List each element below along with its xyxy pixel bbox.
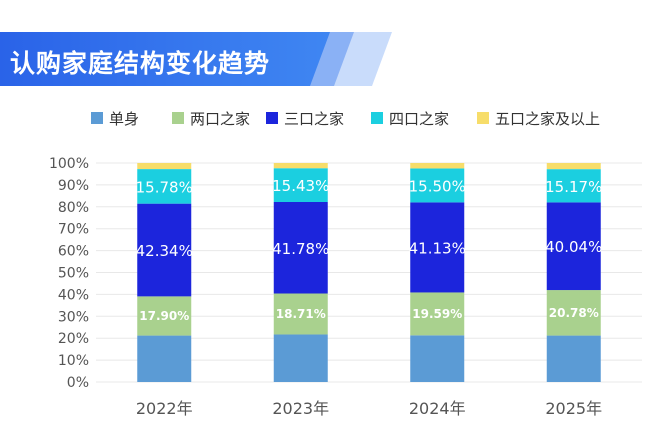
legend-swatch	[172, 112, 184, 124]
x-tick-label: 2024年	[409, 399, 466, 418]
data-label: 42.34%	[136, 242, 193, 260]
bar-segment	[137, 169, 192, 204]
y-tick-label: 90%	[58, 178, 89, 194]
legend-label: 四口之家	[389, 109, 450, 128]
bar-segment	[546, 163, 601, 170]
bar-segment	[410, 335, 465, 382]
legend-label: 三口之家	[284, 109, 345, 128]
data-label: 15.17%	[545, 178, 602, 196]
y-tick-label: 50%	[58, 266, 89, 282]
legend-label: 五口之家及以上	[495, 109, 601, 128]
y-tick-label: 20%	[58, 331, 89, 347]
bar-segment	[410, 292, 465, 336]
legend-label: 单身	[109, 109, 140, 128]
bar-segment	[546, 290, 601, 336]
data-label: 41.78%	[272, 240, 329, 258]
bar-segment	[137, 335, 192, 382]
bar-segment	[546, 335, 601, 382]
legend-swatch	[91, 112, 103, 124]
bar-segment	[273, 202, 328, 294]
legend-item-2: 两口之家	[172, 105, 250, 131]
bar-segment	[137, 203, 192, 297]
bar-segment	[410, 168, 465, 203]
bar-segment	[273, 163, 328, 169]
data-label: 20.78%	[549, 306, 599, 320]
y-tick-label: 60%	[58, 244, 89, 260]
bar-segment	[273, 293, 328, 335]
y-tick-label: 80%	[58, 200, 89, 216]
legend-swatch	[266, 112, 278, 124]
legend-item-3: 三口之家	[266, 105, 344, 131]
legend-swatch	[477, 112, 489, 124]
data-label: 15.50%	[409, 177, 466, 195]
bar-segment	[273, 168, 328, 203]
legend-item-1: 单身	[91, 105, 139, 131]
data-label: 15.43%	[272, 177, 329, 195]
chart-legend: 单身 两口之家 三口之家 四口之家 五口之家及以上	[0, 105, 672, 131]
data-label: 17.90%	[139, 309, 189, 323]
bar-segment	[137, 163, 192, 170]
bar-segment	[410, 202, 465, 293]
bar-segment	[410, 163, 465, 169]
bar-segment	[546, 169, 601, 203]
banner-shape	[0, 32, 330, 86]
y-tick-label: 10%	[58, 353, 89, 369]
legend-item-4: 四口之家	[371, 105, 449, 131]
legend-item-5: 五口之家及以上	[477, 105, 600, 131]
y-tick-label: 70%	[58, 222, 89, 238]
legend-label: 两口之家	[190, 109, 251, 128]
y-tick-label: 100%	[49, 156, 89, 172]
data-label: 19.59%	[412, 307, 462, 321]
data-label: 40.04%	[545, 238, 602, 256]
legend-swatch	[371, 112, 383, 124]
bar-segment	[273, 334, 328, 382]
bar-segment	[137, 296, 192, 336]
y-tick-label: 30%	[58, 309, 89, 325]
x-tick-label: 2023年	[272, 399, 329, 418]
data-label: 15.78%	[136, 178, 193, 196]
y-tick-label: 0%	[67, 375, 89, 391]
x-tick-label: 2022年	[136, 399, 193, 418]
data-label: 18.71%	[276, 307, 326, 321]
data-label: 41.13%	[409, 239, 466, 257]
page-title: 认购家庭结构变化趋势	[10, 49, 271, 78]
bar-segment	[546, 202, 601, 291]
y-tick-label: 40%	[58, 287, 89, 303]
title-banner	[0, 32, 392, 86]
x-tick-label: 2025年	[545, 399, 602, 418]
